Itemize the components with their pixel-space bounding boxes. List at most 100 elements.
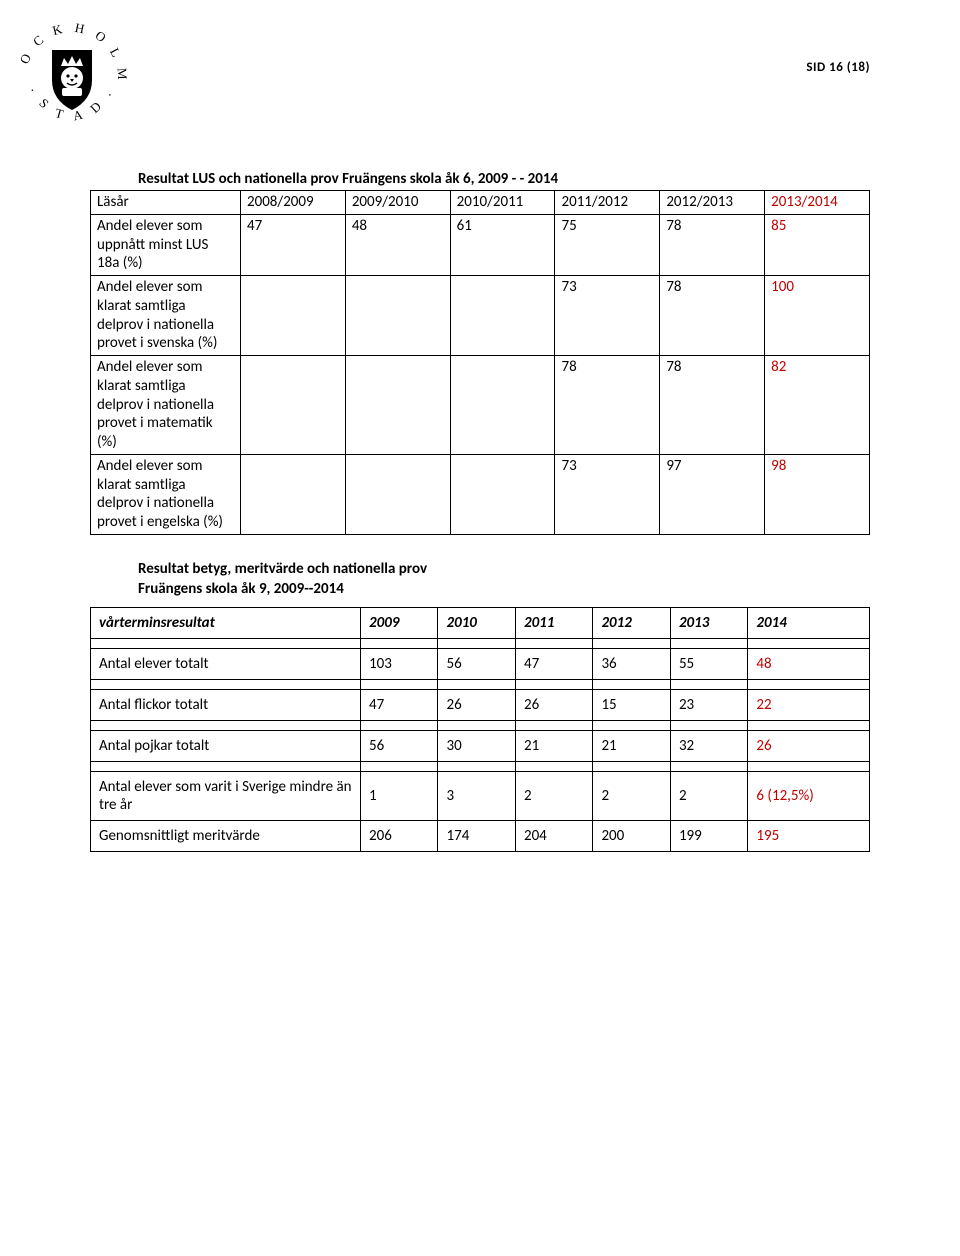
row-label: Andel elever som klarat samtliga delprov…	[91, 356, 241, 455]
table2-year-2: 2011	[515, 608, 592, 639]
spacer-cell	[438, 680, 515, 690]
spacer-cell	[748, 721, 870, 731]
spacer-cell	[91, 680, 361, 690]
spacer-row	[91, 721, 870, 731]
cell-last: 26	[748, 731, 870, 762]
cell: 103	[361, 649, 438, 680]
spacer-cell	[515, 639, 592, 649]
spacer-cell	[670, 680, 747, 690]
cell	[241, 276, 346, 356]
table1-header-row: Läsår 2008/2009 2009/2010 2010/2011 2011…	[91, 191, 870, 215]
cell: 55	[670, 649, 747, 680]
spacer-row	[91, 762, 870, 772]
spacer-cell	[361, 721, 438, 731]
table2-header-row: vårterminsresultat 2009 2010 2011 2012 2…	[91, 608, 870, 639]
cell: 75	[555, 214, 660, 275]
table2-year-1: 2010	[438, 608, 515, 639]
results-table-1: Läsår 2008/2009 2009/2010 2010/2011 2011…	[90, 190, 870, 535]
table-row: Andel elever som uppnått minst LUS 18a (…	[91, 214, 870, 275]
table2-year-0: 2009	[361, 608, 438, 639]
spacer-cell	[748, 639, 870, 649]
cell: 32	[670, 731, 747, 762]
cell	[345, 356, 450, 455]
cell: 21	[515, 731, 592, 762]
cell	[450, 454, 555, 534]
cell: 47	[361, 690, 438, 721]
table1-header-label: Läsår	[91, 191, 241, 215]
cell: 23	[670, 690, 747, 721]
cell: 30	[438, 731, 515, 762]
cell-last: 22	[748, 690, 870, 721]
row-label: Antal elever totalt	[91, 649, 361, 680]
cell-last: 48	[748, 649, 870, 680]
section2-title: Resultat betyg, meritvärde och nationell…	[90, 559, 870, 600]
cell-last: 195	[748, 821, 870, 852]
table1-year-2: 2010/2011	[450, 191, 555, 215]
row-label: Antal elever som varit i Sverige mindre …	[91, 772, 361, 821]
cell: 21	[593, 731, 670, 762]
row-label: Antal flickor totalt	[91, 690, 361, 721]
cell	[345, 276, 450, 356]
spacer-cell	[593, 680, 670, 690]
cell-last: 100	[765, 276, 870, 356]
table1-title: Resultat LUS och nationella prov Fruänge…	[90, 170, 870, 188]
cell: 2	[670, 772, 747, 821]
spacer-cell	[438, 639, 515, 649]
spacer-cell	[361, 680, 438, 690]
cell: 78	[660, 356, 765, 455]
cell: 48	[345, 214, 450, 275]
cell: 3	[438, 772, 515, 821]
cell: 47	[241, 214, 346, 275]
table-row: Andel elever som klarat samtliga delprov…	[91, 276, 870, 356]
table-row: Antal pojkar totalt563021213226	[91, 731, 870, 762]
table1-year-0: 2008/2009	[241, 191, 346, 215]
spacer-cell	[670, 721, 747, 731]
table2-header-label: vårterminsresultat	[91, 608, 361, 639]
table-row: Andel elever som klarat samtliga delprov…	[91, 356, 870, 455]
row-label: Antal pojkar totalt	[91, 731, 361, 762]
page: S T O C K H O L M S . S T A D . SID 16 (…	[0, 0, 960, 1256]
cell: 26	[438, 690, 515, 721]
spacer-cell	[361, 762, 438, 772]
cell-last: 6 (12,5%)	[748, 772, 870, 821]
cell: 2	[515, 772, 592, 821]
cell: 73	[555, 276, 660, 356]
spacer-cell	[515, 721, 592, 731]
cell: 56	[361, 731, 438, 762]
table-row: Genomsnittligt meritvärde206174204200199…	[91, 821, 870, 852]
cell	[450, 276, 555, 356]
cell: 97	[660, 454, 765, 534]
row-label: Andel elever som klarat samtliga delprov…	[91, 276, 241, 356]
cell: 1	[361, 772, 438, 821]
cell: 78	[660, 214, 765, 275]
spacer-cell	[91, 762, 361, 772]
spacer-cell	[361, 639, 438, 649]
spacer-cell	[515, 680, 592, 690]
cell	[241, 454, 346, 534]
cell: 199	[670, 821, 747, 852]
cell: 61	[450, 214, 555, 275]
cell-last: 98	[765, 454, 870, 534]
table-row: Andel elever som klarat samtliga delprov…	[91, 454, 870, 534]
section2-title-line2: Fruängens skola åk 9, 2009--2014	[138, 580, 344, 598]
cell	[450, 356, 555, 455]
results-table-2: vårterminsresultat 2009 2010 2011 2012 2…	[90, 607, 870, 852]
spacer-cell	[593, 721, 670, 731]
cell: 78	[555, 356, 660, 455]
cell: 73	[555, 454, 660, 534]
cell: 56	[438, 649, 515, 680]
spacer-cell	[515, 762, 592, 772]
table-row: Antal elever som varit i Sverige mindre …	[91, 772, 870, 821]
cell: 206	[361, 821, 438, 852]
spacer-cell	[438, 721, 515, 731]
table1-year-3: 2011/2012	[555, 191, 660, 215]
spacer-cell	[593, 639, 670, 649]
row-label: Andel elever som uppnått minst LUS 18a (…	[91, 214, 241, 275]
table-row: Antal elever totalt1035647365548	[91, 649, 870, 680]
table1-year-last: 2013/2014	[765, 191, 870, 215]
spacer-cell	[748, 762, 870, 772]
section2-title-line1: Resultat betyg, meritvärde och nationell…	[138, 560, 427, 578]
table1-year-1: 2009/2010	[345, 191, 450, 215]
spacer-cell	[91, 721, 361, 731]
cell: 78	[660, 276, 765, 356]
